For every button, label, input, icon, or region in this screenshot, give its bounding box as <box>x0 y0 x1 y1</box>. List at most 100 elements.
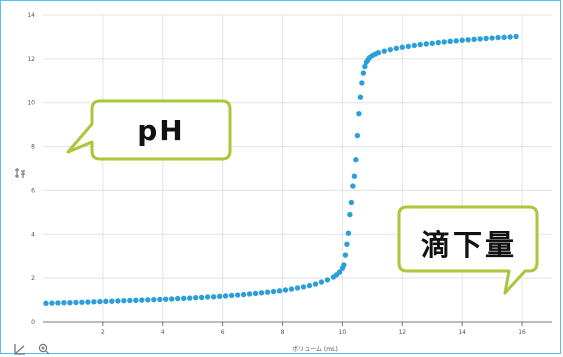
data-point <box>193 294 199 301</box>
data-point <box>350 183 356 189</box>
data-point <box>345 230 352 236</box>
data-point <box>353 157 359 163</box>
data-point <box>351 173 358 179</box>
data-point <box>318 279 325 285</box>
zoom-icon[interactable] <box>38 343 50 357</box>
data-point <box>312 281 319 287</box>
x-tick-label: 8 <box>281 329 285 336</box>
data-point <box>477 36 483 42</box>
titration-volume-callout-text: 滴下量 <box>420 228 517 262</box>
data-point <box>381 48 388 54</box>
data-point <box>187 295 193 301</box>
data-point <box>61 300 67 306</box>
x-tick-label: 16 <box>518 329 526 336</box>
data-point <box>181 295 187 302</box>
data-point <box>151 296 157 303</box>
data-point <box>411 42 417 49</box>
data-point <box>399 44 405 50</box>
data-point <box>447 38 453 45</box>
data-point <box>49 300 55 306</box>
data-point <box>175 295 181 302</box>
data-point <box>115 298 121 304</box>
data-point <box>423 41 429 47</box>
data-point <box>145 297 151 303</box>
data-point <box>109 298 115 304</box>
data-point <box>163 296 169 302</box>
data-point <box>258 290 265 296</box>
x-tick-label: 14 <box>458 329 466 336</box>
y-tick-label: 14 <box>27 12 35 19</box>
data-point <box>157 296 163 303</box>
y-tick-label: 6 <box>31 187 35 194</box>
data-point <box>356 110 362 117</box>
axis-corner-icon[interactable] <box>14 343 26 357</box>
y-tick-label: 10 <box>27 100 35 107</box>
data-point <box>441 39 447 45</box>
data-point <box>276 288 283 294</box>
data-point <box>387 46 394 53</box>
data-point <box>359 80 365 86</box>
data-point <box>360 70 367 76</box>
data-point <box>375 50 382 56</box>
data-point <box>435 39 441 46</box>
x-tick-label: 2 <box>101 329 105 336</box>
data-point <box>513 33 519 40</box>
data-point <box>465 37 471 43</box>
axis-scale-icon[interactable] <box>14 167 26 181</box>
y-tick-label: 8 <box>31 144 35 151</box>
data-point <box>234 292 241 298</box>
y-tick-label: 0 <box>31 319 35 326</box>
data-point <box>228 292 235 299</box>
data-point <box>354 132 361 139</box>
data-point <box>405 43 411 50</box>
data-point <box>198 294 205 301</box>
data-point <box>43 300 49 307</box>
y-tick-label: 2 <box>31 275 35 282</box>
data-point <box>483 35 489 42</box>
data-point <box>139 297 145 303</box>
data-point <box>133 297 139 303</box>
data-point <box>79 299 85 305</box>
x-tick-label: 10 <box>339 329 347 336</box>
data-point <box>341 262 347 268</box>
x-tick-labels: 2 4 6 8 10 12 14 16 <box>101 329 526 336</box>
data-point <box>348 199 355 206</box>
y-tick-label: 4 <box>31 231 35 238</box>
x-tick-label: 4 <box>161 329 165 336</box>
data-point <box>336 269 343 275</box>
titration-volume-callout: 滴下量 <box>397 205 541 297</box>
ph-callout: pH <box>64 98 236 162</box>
data-point <box>489 35 495 41</box>
data-point <box>216 293 223 300</box>
data-point <box>495 34 501 41</box>
x-tick-label: 6 <box>221 329 225 336</box>
data-point <box>393 45 400 52</box>
data-point <box>103 298 109 305</box>
y-tick-label: 12 <box>27 56 35 63</box>
data-point <box>210 294 217 300</box>
data-point <box>55 300 61 306</box>
data-point <box>222 293 229 299</box>
data-point <box>306 282 313 289</box>
data-point <box>347 211 353 218</box>
data-point <box>344 241 350 247</box>
data-point <box>282 287 289 293</box>
axes <box>43 321 552 326</box>
data-point <box>294 285 301 291</box>
data-point <box>300 284 307 290</box>
data-point <box>453 38 459 44</box>
data-point <box>362 63 368 70</box>
data-point <box>204 294 211 300</box>
data-point <box>73 299 79 306</box>
data-point <box>240 291 247 298</box>
data-point <box>417 41 423 48</box>
data-point <box>246 291 253 297</box>
data-point <box>85 299 91 305</box>
data-point <box>288 286 295 292</box>
data-point <box>91 299 97 305</box>
data-point <box>501 34 507 41</box>
data-point <box>507 34 513 40</box>
data-point <box>252 290 259 297</box>
